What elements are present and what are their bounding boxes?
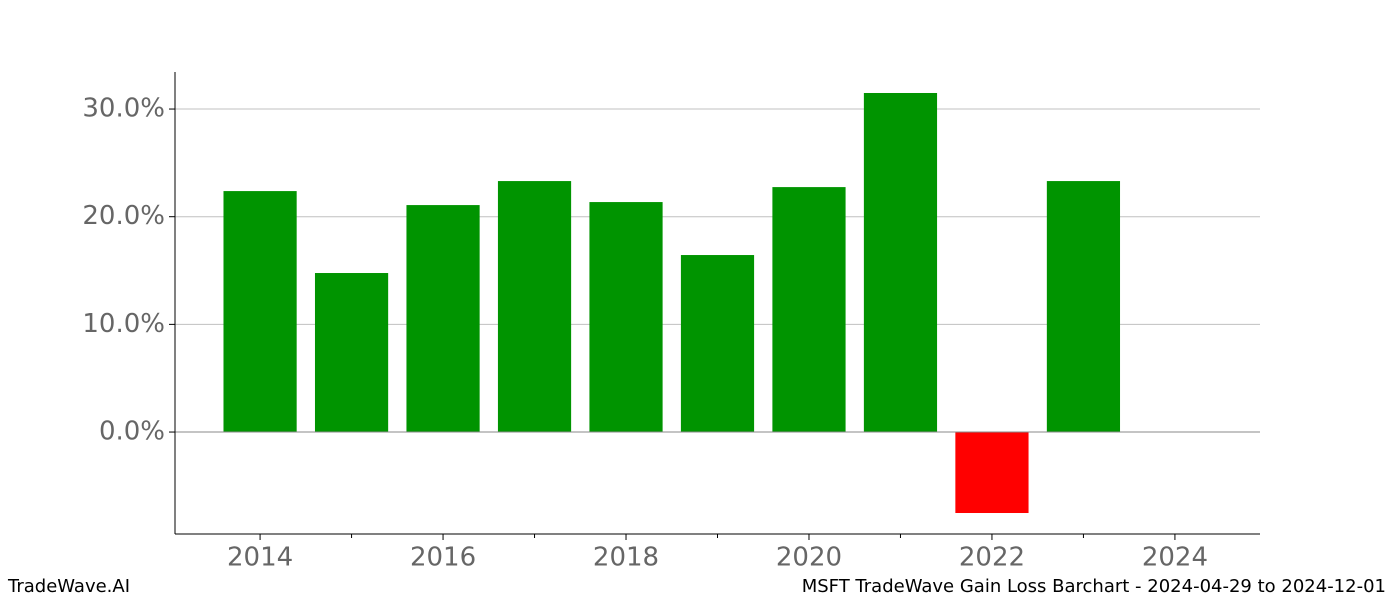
bar (589, 202, 663, 433)
source: TradeWave.AI (7, 576, 130, 597)
y-tick-label: 30.0% (82, 94, 165, 124)
bar (772, 187, 846, 433)
bar (406, 205, 480, 433)
x-tick-label: 2020 (776, 543, 842, 573)
bar (680, 255, 755, 433)
bar (314, 273, 389, 433)
x-tick-label: 2022 (959, 543, 1025, 573)
y-tick-label: 20.0% (82, 201, 165, 231)
bar (1046, 181, 1121, 433)
bar (223, 191, 297, 433)
y-tick-label: 0.0% (99, 417, 165, 447)
x-tick-label: 2018 (593, 543, 659, 573)
bar (863, 92, 938, 433)
x-tick-label: 2024 (1142, 543, 1208, 573)
bar (955, 432, 1029, 514)
x-tick-label: 2016 (410, 543, 476, 573)
chart-title: MSFT TradeWave Gain Loss Barchart - 2024… (802, 576, 1386, 597)
y-tick-label: 10.0% (82, 309, 165, 339)
bar (497, 181, 572, 433)
x-tick-label: 2014 (227, 543, 293, 573)
